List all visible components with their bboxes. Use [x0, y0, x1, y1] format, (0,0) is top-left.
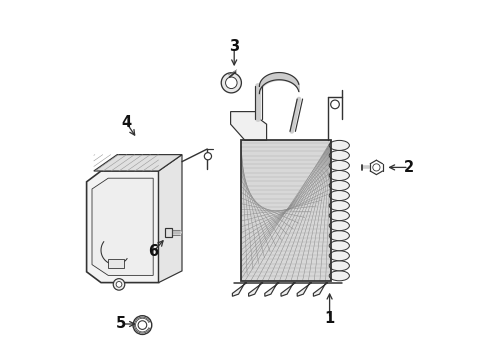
Ellipse shape [329, 271, 349, 281]
Ellipse shape [329, 150, 349, 161]
Bar [242, 140, 331, 281]
Circle shape [373, 164, 380, 171]
Ellipse shape [329, 231, 349, 241]
Polygon shape [248, 283, 263, 296]
Polygon shape [297, 283, 312, 296]
Polygon shape [159, 155, 182, 283]
Text: 5: 5 [116, 316, 126, 332]
Ellipse shape [329, 180, 349, 190]
Circle shape [116, 282, 122, 287]
Ellipse shape [329, 161, 349, 171]
Ellipse shape [329, 261, 349, 271]
Ellipse shape [329, 221, 349, 231]
Circle shape [225, 77, 237, 89]
Ellipse shape [329, 190, 349, 201]
Polygon shape [265, 283, 279, 296]
Polygon shape [94, 155, 182, 171]
Polygon shape [281, 283, 295, 296]
Text: 2: 2 [404, 160, 414, 175]
Ellipse shape [329, 211, 349, 221]
Text: 3: 3 [229, 39, 239, 54]
Circle shape [331, 100, 339, 109]
Bar [165, 228, 172, 237]
Bar [242, 140, 331, 281]
Circle shape [138, 321, 147, 329]
Bar [108, 259, 124, 268]
Circle shape [133, 316, 152, 334]
Circle shape [204, 153, 212, 160]
Ellipse shape [329, 171, 349, 180]
Ellipse shape [329, 140, 349, 150]
Text: 1: 1 [324, 311, 335, 326]
Circle shape [221, 73, 242, 93]
Text: 6: 6 [148, 244, 158, 260]
Text: 4: 4 [121, 115, 131, 130]
Ellipse shape [329, 251, 349, 261]
Ellipse shape [329, 241, 349, 251]
Polygon shape [231, 112, 267, 140]
Polygon shape [92, 178, 153, 275]
Ellipse shape [329, 201, 349, 211]
Polygon shape [232, 283, 247, 296]
Polygon shape [87, 171, 159, 283]
Polygon shape [314, 283, 328, 296]
Circle shape [113, 279, 125, 290]
